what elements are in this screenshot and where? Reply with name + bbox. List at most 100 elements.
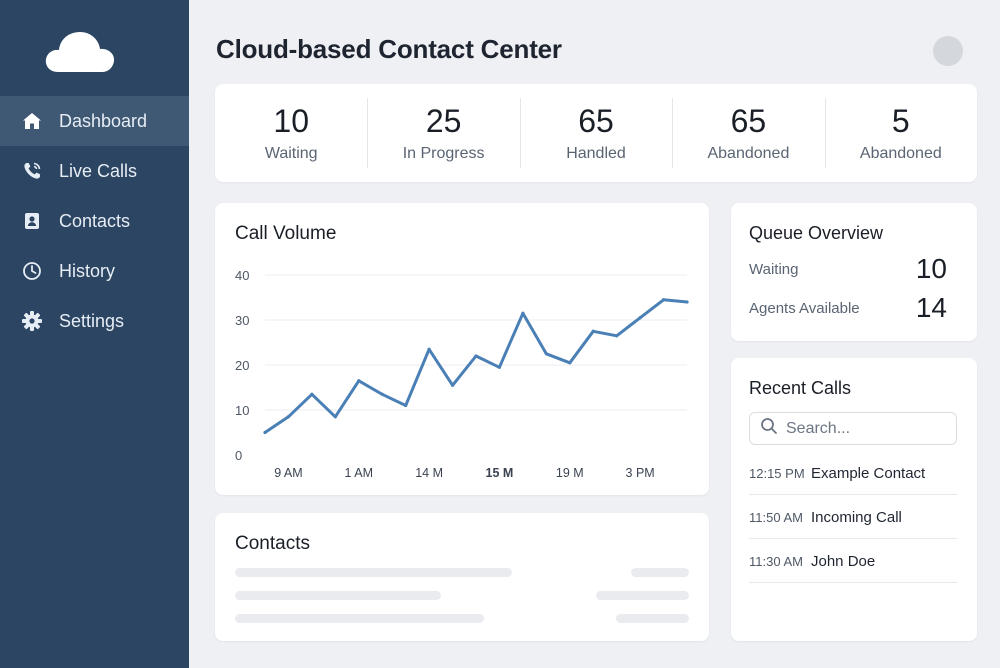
sidebar: Dashboard Live Calls Contacts History [0,0,189,668]
sidebar-item-label: Settings [59,310,125,331]
cloud-icon [45,32,115,72]
data-point [638,316,642,320]
stat-abandoned: 65 Abandoned [672,84,824,182]
data-point [497,365,502,369]
data-point [685,300,689,304]
contact-card-icon [20,209,44,233]
call-volume-title: Call Volume [235,223,337,244]
y-tick-label: 20 [235,358,249,373]
stat-value: 10 [273,103,309,139]
stat-label: Abandoned [707,145,790,162]
clock-icon [20,259,44,283]
queue-overview-card: Queue Overview Waiting 10 Agents Availab… [731,203,977,341]
queue-label: Agents Available [749,299,860,317]
stat-value: 65 [730,103,767,139]
x-tick-label: 15 M [486,466,514,480]
sidebar-item-settings[interactable]: Settings [0,296,189,346]
x-tick-label: 9 AM [274,466,303,480]
data-point [521,311,525,315]
x-tick-label: 14 M [415,466,443,480]
queue-row-agents-available: Agents Available 14 [749,292,947,324]
call-row[interactable]: 12:15 PM Example Contact [749,452,957,495]
data-point [380,392,384,396]
stat-label: Handled [566,145,626,162]
placeholder-line [596,591,689,600]
data-point [544,352,548,356]
placeholder-line [235,591,441,600]
placeholder-line [616,614,689,623]
gear-icon [20,309,44,333]
sidebar-item-label: Live Calls [59,160,138,181]
sidebar-item-contacts[interactable]: Contacts [0,196,189,246]
queue-overview-title: Queue Overview [749,223,884,243]
data-point [286,415,291,419]
search-input[interactable] [786,419,946,438]
recent-calls-card: Recent Calls 12:15 PM Example Contact 11… [731,358,977,641]
call-name: Example Contact [811,464,926,482]
placeholder-line [235,568,512,577]
queue-value: 14 [915,292,947,323]
call-time: 12:15 PM [749,465,805,481]
recent-calls-title: Recent Calls [749,378,852,398]
sidebar-item-label: Contacts [59,210,131,231]
data-point [333,415,337,419]
stat-abandoned-2: 5 Abandoned [824,84,977,182]
call-time: 11:30 AM [749,553,803,569]
sidebar-item-label: Dashboard [59,110,148,131]
x-tick-label: 3 PM [626,466,655,480]
x-tick-label: 19 M [556,466,584,480]
data-point [568,361,572,365]
call-row[interactable]: 11:30 AM John Doe [749,540,957,583]
queue-value: 10 [915,253,947,284]
y-tick-label: 10 [235,403,249,418]
data-point [450,383,455,387]
sidebar-item-live-calls[interactable]: Live Calls [0,146,189,196]
data-point [404,403,408,408]
search-icon [760,417,778,440]
sidebar-item-label: History [59,260,116,281]
call-name: Incoming Call [811,508,902,526]
phone-icon [20,159,44,183]
stat-label: Abandoned [859,145,942,162]
sidebar-item-history[interactable]: History [0,246,189,296]
queue-label: Waiting [749,260,799,278]
avatar[interactable] [933,36,963,66]
stat-label: In Progress [402,145,485,162]
data-point [263,430,267,435]
call-volume-chart: 0 10 20 30 40 9 AM 1 AM 14 M 15 M 19 M 3 PM [235,268,689,480]
data-point [591,329,595,333]
stat-value: 5 [891,103,910,139]
y-tick-label: 0 [235,448,242,463]
call-time: 11:50 AM [749,509,803,525]
stat-label: Waiting [264,145,318,162]
data-point [474,354,478,358]
data-point [310,392,314,396]
y-tick-label: 40 [235,268,249,283]
stat-waiting: 10 Waiting [215,84,367,182]
stat-value: 65 [578,103,614,139]
main-content: Cloud-based Contact Center 10 Waiting 25… [189,0,1000,668]
stat-in-progress: 25 In Progress [367,84,519,182]
placeholder-line [235,614,484,623]
x-tick-label: 1 AM [345,466,374,480]
call-name: John Doe [811,552,876,570]
contacts-title: Contacts [235,533,310,554]
data-point [427,347,431,351]
sidebar-nav: Dashboard Live Calls Contacts History [0,96,189,346]
data-point [615,334,619,338]
y-tick-label: 30 [235,313,249,328]
stats-card: 10 Waiting 25 In Progress 65 Handled 65 … [215,84,977,182]
page-title: Cloud-based Contact Center [216,34,562,64]
stat-value: 25 [425,103,462,139]
search-box[interactable] [749,412,957,445]
call-volume-card: Call Volume 0 10 20 30 40 9 AM 1 AM 14 M 15 M 19 … [215,203,709,495]
call-row[interactable]: 11:50 AM Incoming Call [749,496,957,539]
data-point [357,379,361,383]
stat-handled: 65 Handled [519,84,672,182]
data-point [661,298,666,302]
queue-row-waiting: Waiting 10 [749,253,947,285]
contacts-card: Contacts [215,513,709,641]
sidebar-item-dashboard[interactable]: Dashboard [0,96,189,146]
placeholder-line [631,568,689,577]
home-icon [20,109,44,133]
